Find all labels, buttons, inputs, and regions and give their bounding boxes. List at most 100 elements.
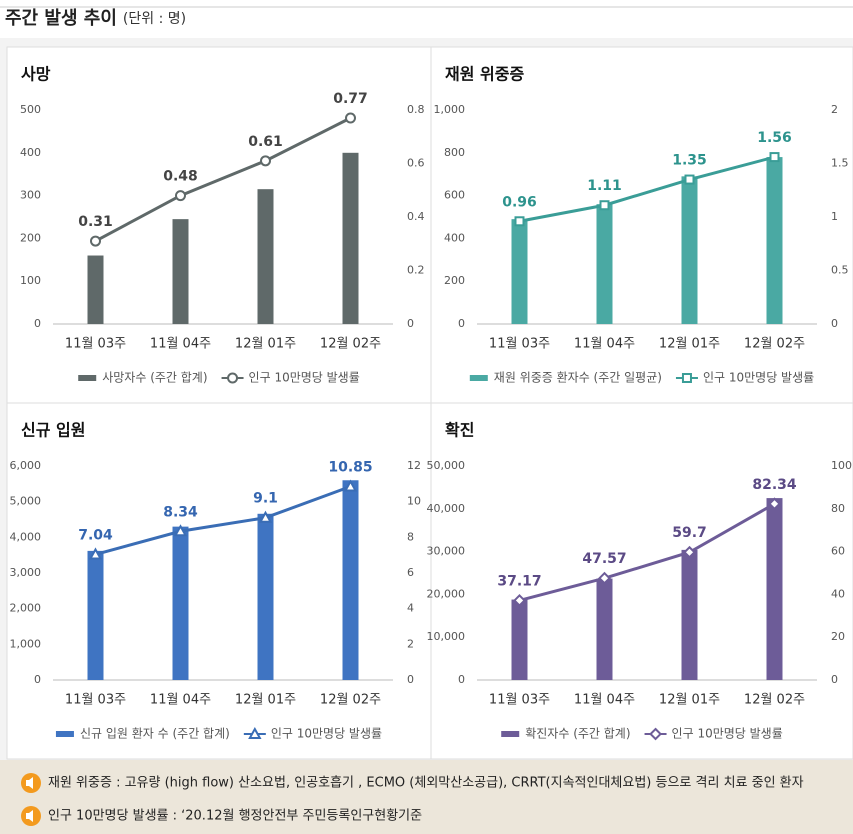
line-marker bbox=[260, 155, 271, 167]
y2-tick-label: 80 bbox=[831, 502, 845, 515]
y-tick-label: 40,000 bbox=[427, 502, 466, 515]
y-tick-label: 0 bbox=[458, 673, 465, 686]
panel-title: 재원 위중증 bbox=[445, 65, 524, 84]
note-icon bbox=[21, 773, 41, 793]
y-tick-label: 20,000 bbox=[427, 587, 466, 600]
y2-tick-label: 4 bbox=[407, 602, 414, 615]
legend-marker bbox=[681, 373, 692, 383]
y-tick-label: 10,000 bbox=[427, 630, 466, 643]
line-marker bbox=[343, 479, 358, 492]
line-marker bbox=[769, 152, 780, 163]
line bbox=[519, 502, 776, 602]
value-label: 7.04 bbox=[78, 527, 113, 543]
line-marker bbox=[598, 571, 611, 585]
header-title: 주간 발생 추이 bbox=[5, 8, 117, 29]
y2-tick-label: 1.5 bbox=[831, 157, 849, 170]
bar bbox=[342, 480, 359, 680]
notes-background bbox=[0, 760, 853, 834]
chart-panel: 사망 0 100 200 300 400 500 0 0.2 0.4 0.6 0.8 11월 03주 11… bbox=[6, 46, 432, 404]
x-tick-label: 11월 04주 bbox=[574, 337, 635, 352]
value-label: 0.48 bbox=[163, 169, 198, 185]
header-background bbox=[0, 0, 853, 38]
x-tick-label: 12월 01주 bbox=[235, 337, 296, 352]
value-label: 1.35 bbox=[672, 153, 707, 169]
value-label: 37.17 bbox=[497, 573, 541, 589]
x-tick-label: 11월 04주 bbox=[574, 693, 635, 708]
y2-tick-label: 20 bbox=[831, 630, 845, 643]
y-tick-label: 300 bbox=[20, 189, 41, 202]
legend-label: 재원 위중증 환자수 (주간 일평균) bbox=[494, 371, 662, 385]
line-marker bbox=[684, 174, 695, 185]
y-tick-label: 6,000 bbox=[10, 459, 42, 472]
legend-label: 인구 10만명당 발생률 bbox=[703, 371, 814, 385]
y2-tick-label: 0 bbox=[407, 673, 414, 686]
line-marker bbox=[768, 497, 781, 511]
legend-swatch bbox=[55, 731, 74, 737]
line-marker bbox=[514, 216, 525, 227]
line-marker bbox=[175, 190, 186, 202]
value-label: 0.31 bbox=[78, 214, 113, 230]
y-tick-label: 200 bbox=[20, 231, 41, 244]
y-tick-label: 1,000 bbox=[434, 103, 466, 116]
bar bbox=[681, 176, 698, 324]
x-tick-label: 12월 01주 bbox=[235, 693, 296, 708]
legend-marker bbox=[248, 726, 262, 739]
x-tick-label: 12월 02주 bbox=[320, 337, 381, 352]
x-tick-label: 12월 01주 bbox=[659, 693, 720, 708]
legend-label: 사망자수 (주간 합계) bbox=[102, 371, 207, 385]
value-label: 59.7 bbox=[672, 525, 707, 541]
line-marker bbox=[90, 235, 101, 247]
y2-tick-label: 0 bbox=[831, 673, 838, 686]
line bbox=[519, 155, 775, 223]
legend-marker bbox=[649, 727, 662, 741]
x-tick-label: 12월 02주 bbox=[744, 337, 805, 352]
panel-background bbox=[430, 402, 853, 760]
bar bbox=[681, 549, 698, 680]
y-tick-label: 0 bbox=[34, 317, 41, 330]
legend-label: 인구 10만명당 발생률 bbox=[271, 727, 382, 741]
header-unit: (단위 : 명) bbox=[123, 11, 186, 27]
line-marker bbox=[683, 545, 696, 559]
y-tick-label: 5,000 bbox=[10, 495, 42, 508]
bar bbox=[511, 219, 528, 324]
value-label: 10.85 bbox=[328, 460, 372, 476]
y-tick-label: 200 bbox=[444, 274, 465, 287]
value-label: 0.61 bbox=[248, 134, 283, 150]
panel-title: 확진 bbox=[445, 421, 474, 440]
chart-panel: 확진 0 10,000 20,000 30,000 40,000 50,000 0 20 40 60… bbox=[427, 402, 853, 760]
y-tick-label: 0 bbox=[458, 317, 465, 330]
y2-tick-label: 2 bbox=[407, 637, 414, 650]
header: 주간 발생 추이 (단위 : 명) bbox=[5, 8, 186, 29]
y-tick-label: 400 bbox=[444, 231, 465, 244]
line-marker bbox=[345, 112, 356, 124]
line-marker bbox=[173, 524, 188, 537]
y-tick-label: 600 bbox=[444, 189, 465, 202]
legend-swatch bbox=[501, 731, 520, 737]
value-label: 0.96 bbox=[502, 194, 537, 210]
y2-tick-label: 100 bbox=[831, 459, 852, 472]
value-label: 47.57 bbox=[582, 551, 626, 567]
bar bbox=[87, 255, 104, 324]
x-tick-label: 12월 02주 bbox=[744, 693, 805, 708]
panel-background bbox=[6, 46, 432, 404]
y-tick-label: 1,000 bbox=[10, 637, 42, 650]
bar bbox=[257, 189, 274, 324]
y-tick-label: 800 bbox=[444, 146, 465, 159]
y2-tick-label: 10 bbox=[407, 495, 421, 508]
y2-tick-label: 0 bbox=[407, 317, 414, 330]
x-tick-label: 12월 01주 bbox=[659, 337, 720, 352]
y-tick-label: 2,000 bbox=[10, 602, 42, 615]
line bbox=[94, 116, 352, 243]
y-tick-label: 30,000 bbox=[427, 545, 466, 558]
y2-tick-label: 0.4 bbox=[407, 210, 425, 223]
bar bbox=[596, 204, 613, 324]
y-tick-label: 3,000 bbox=[10, 566, 42, 579]
panel-title: 사망 bbox=[21, 65, 51, 84]
bar bbox=[596, 578, 613, 680]
x-tick-label: 11월 03주 bbox=[65, 693, 126, 708]
y2-tick-label: 0.6 bbox=[407, 157, 425, 170]
value-label: 9.1 bbox=[253, 491, 278, 507]
x-tick-label: 11월 03주 bbox=[489, 337, 550, 352]
x-tick-label: 11월 03주 bbox=[65, 337, 126, 352]
